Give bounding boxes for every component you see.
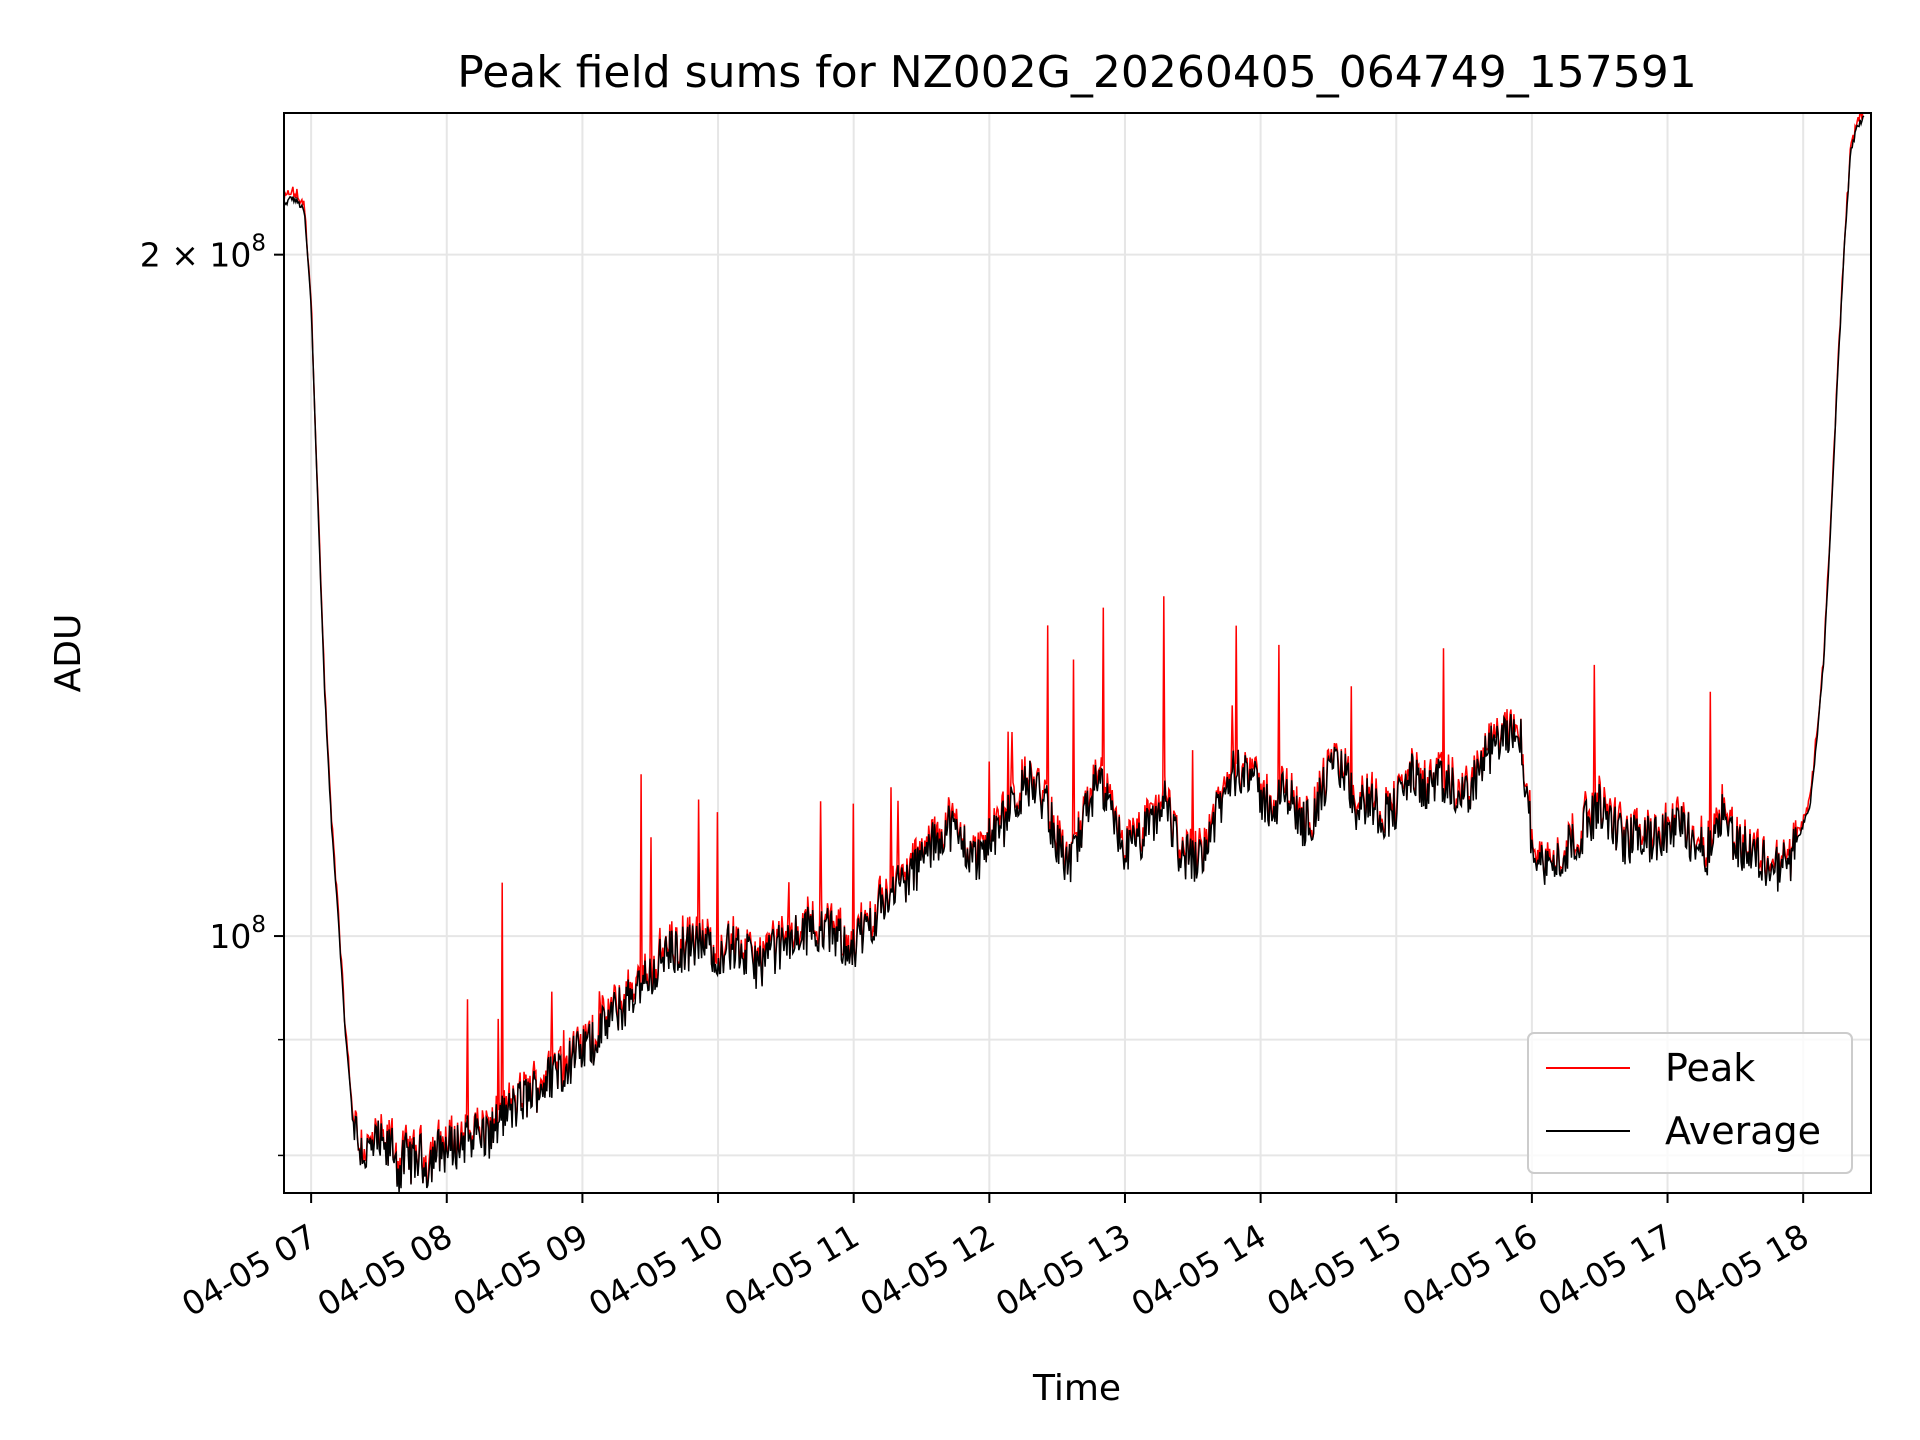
series-line-average (284, 115, 1865, 1193)
plot-frame (283, 112, 1872, 1194)
y-axis-label: ADU (48, 614, 89, 693)
series-group (284, 113, 1865, 1193)
y-tick-label: 108 (209, 912, 266, 956)
legend-label-average: Average (1665, 1109, 1821, 1153)
legend-label-peak: Peak (1665, 1046, 1755, 1090)
x-axis-label: Time (1032, 1368, 1121, 1409)
legend: Peak Average (1527, 1032, 1853, 1174)
y-axis: 108 2 × 108 (140, 231, 284, 1157)
grid (284, 113, 1871, 1193)
chart-title: Peak field sums for NZ002G_20260405_0647… (457, 47, 1696, 98)
y-tick-label: 2 × 108 (140, 231, 266, 275)
